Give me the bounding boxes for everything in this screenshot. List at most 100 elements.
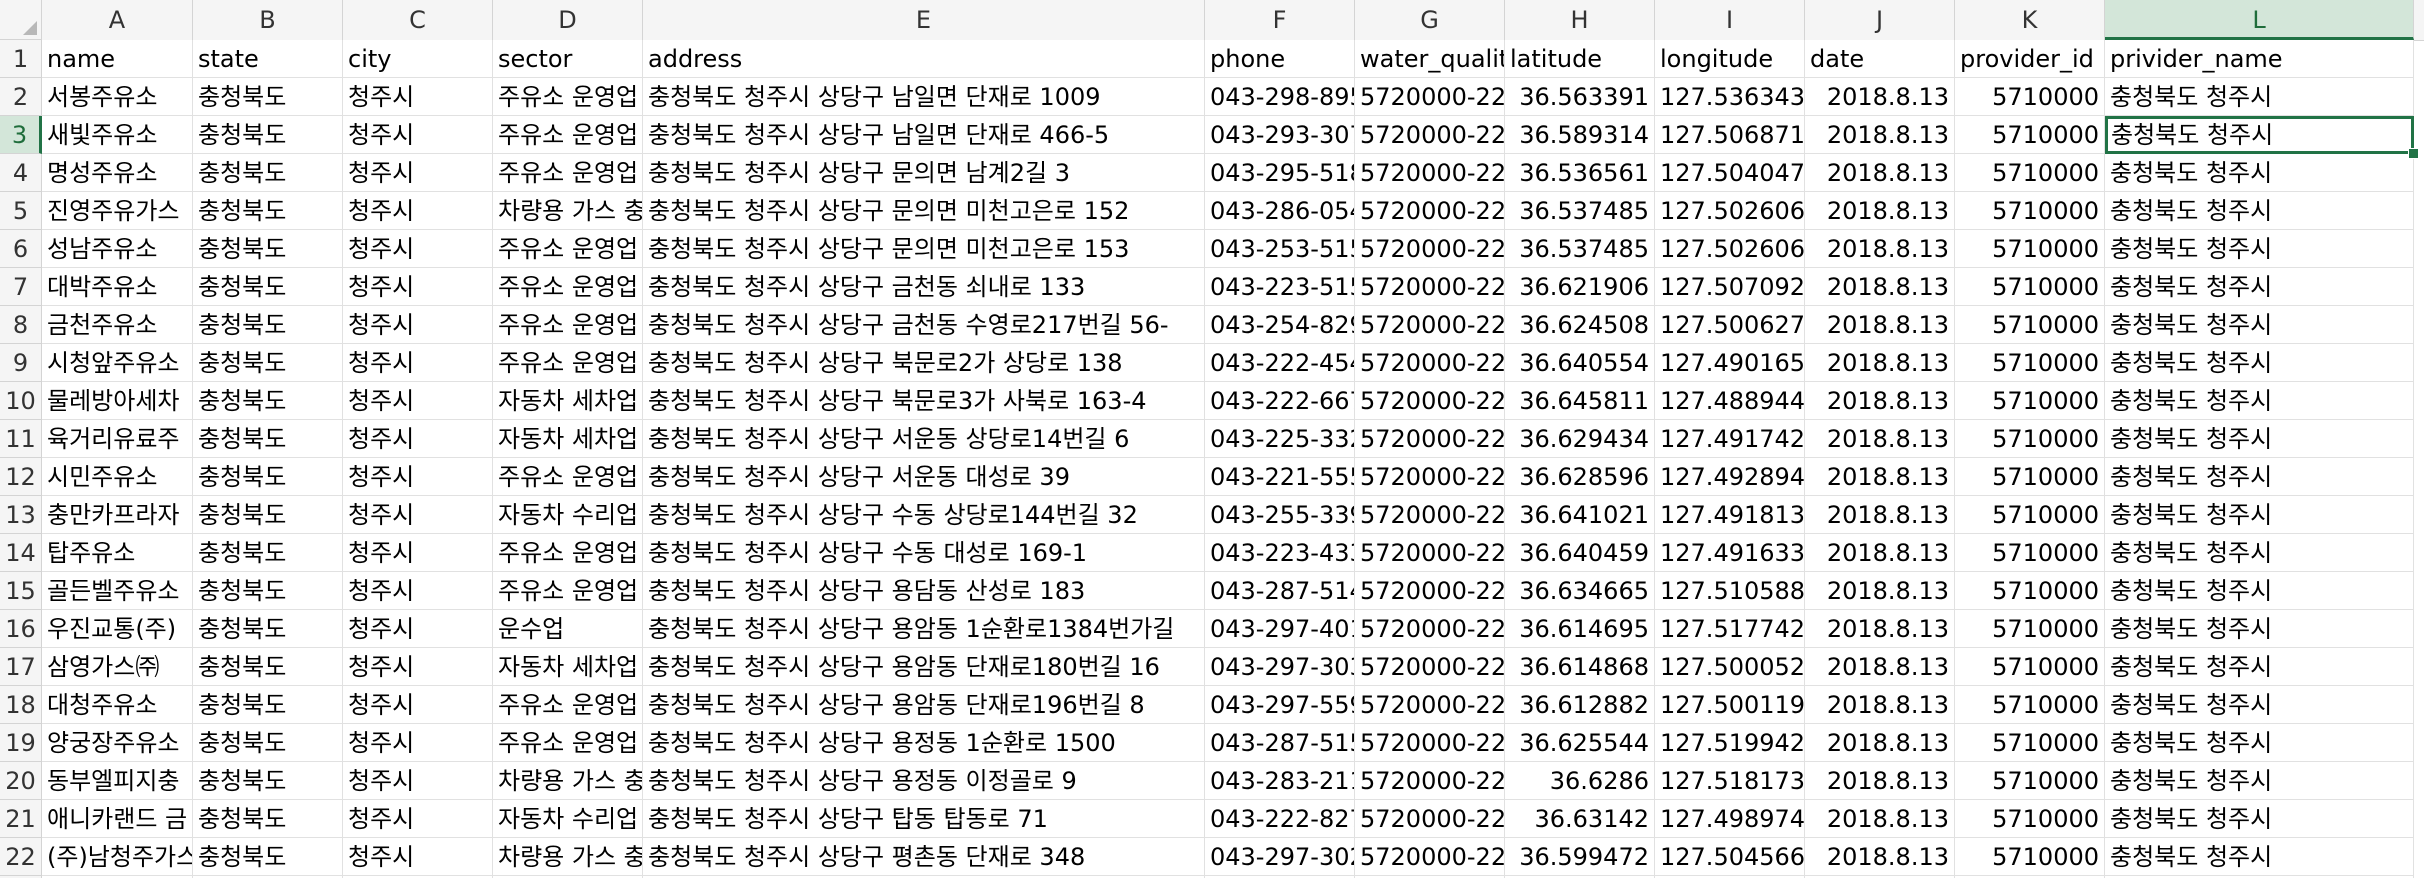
- cell-e17[interactable]: 충청북도 청주시 상당구 용암동 단재로180번길 16: [643, 648, 1205, 686]
- cell-f19[interactable]: 043-287-5151: [1205, 724, 1355, 762]
- cell-j14[interactable]: 2018.8.13: [1805, 534, 1955, 572]
- cell-g12[interactable]: 5720000-22-: [1355, 458, 1505, 496]
- cell-l19[interactable]: 충청북도 청주시: [2105, 724, 2414, 762]
- cell-d6[interactable]: 주유소 운영업: [493, 230, 643, 268]
- row-header-1[interactable]: 1: [0, 40, 42, 78]
- cell-b15[interactable]: 충청북도: [193, 572, 343, 610]
- cell-a13[interactable]: 충만카프라자: [42, 496, 193, 534]
- cell-e6[interactable]: 충청북도 청주시 상당구 문의면 미천고은로 153: [643, 230, 1205, 268]
- cell-b19[interactable]: 충청북도: [193, 724, 343, 762]
- cell-h1[interactable]: latitude: [1505, 40, 1655, 78]
- cell-h20[interactable]: 36.6286: [1505, 762, 1655, 800]
- cell-g14[interactable]: 5720000-22-: [1355, 534, 1505, 572]
- cell-d23[interactable]: 자동차 세차업: [493, 876, 643, 878]
- cell-f14[interactable]: 043-223-4333: [1205, 534, 1355, 572]
- cell-h15[interactable]: 36.634665: [1505, 572, 1655, 610]
- cell-e5[interactable]: 충청북도 청주시 상당구 문의면 미천고은로 152: [643, 192, 1205, 230]
- row-header-21[interactable]: 21: [0, 800, 42, 838]
- cell-g18[interactable]: 5720000-22-: [1355, 686, 1505, 724]
- cell-b2[interactable]: 충청북도: [193, 78, 343, 116]
- cell-d9[interactable]: 주유소 운영업: [493, 344, 643, 382]
- cell-k22[interactable]: 5710000: [1955, 838, 2105, 876]
- cell-e19[interactable]: 충청북도 청주시 상당구 용정동 1순환로 1500: [643, 724, 1205, 762]
- column-header-j[interactable]: J: [1805, 0, 1955, 40]
- cell-i14[interactable]: 127.491633: [1655, 534, 1805, 572]
- cell-f9[interactable]: 043-222-4545: [1205, 344, 1355, 382]
- cell-k19[interactable]: 5710000: [1955, 724, 2105, 762]
- cell-d16[interactable]: 운수업: [493, 610, 643, 648]
- row-header-2[interactable]: 2: [0, 78, 42, 116]
- cell-k15[interactable]: 5710000: [1955, 572, 2105, 610]
- cell-g9[interactable]: 5720000-22-: [1355, 344, 1505, 382]
- cell-c23[interactable]: 청주시: [343, 876, 493, 878]
- cell-j16[interactable]: 2018.8.13: [1805, 610, 1955, 648]
- cell-l11[interactable]: 충청북도 청주시: [2105, 420, 2414, 458]
- cell-a2[interactable]: 서봉주유소: [42, 78, 193, 116]
- cell-i16[interactable]: 127.517742: [1655, 610, 1805, 648]
- cell-a9[interactable]: 시청앞주유소: [42, 344, 193, 382]
- cell-g7[interactable]: 5720000-22-: [1355, 268, 1505, 306]
- cell-b14[interactable]: 충청북도: [193, 534, 343, 572]
- cell-c11[interactable]: 청주시: [343, 420, 493, 458]
- cell-c4[interactable]: 청주시: [343, 154, 493, 192]
- cell-c5[interactable]: 청주시: [343, 192, 493, 230]
- row-header-3[interactable]: 3: [0, 116, 42, 154]
- cell-d18[interactable]: 주유소 운영업: [493, 686, 643, 724]
- cell-e7[interactable]: 충청북도 청주시 상당구 금천동 쇠내로 133: [643, 268, 1205, 306]
- cell-f15[interactable]: 043-287-5145: [1205, 572, 1355, 610]
- cell-g22[interactable]: 5720000-22-: [1355, 838, 1505, 876]
- cell-h11[interactable]: 36.629434: [1505, 420, 1655, 458]
- cell-c17[interactable]: 청주시: [343, 648, 493, 686]
- cell-d5[interactable]: 차량용 가스 충전업: [493, 192, 643, 230]
- cell-l10[interactable]: 충청북도 청주시: [2105, 382, 2414, 420]
- row-header-6[interactable]: 6: [0, 230, 42, 268]
- row-header-11[interactable]: 11: [0, 420, 42, 458]
- row-header-10[interactable]: 10: [0, 382, 42, 420]
- cell-d13[interactable]: 자동차 수리업: [493, 496, 643, 534]
- cell-h16[interactable]: 36.614695: [1505, 610, 1655, 648]
- cell-a17[interactable]: 삼영가스㈜: [42, 648, 193, 686]
- cell-l5[interactable]: 충청북도 청주시: [2105, 192, 2414, 230]
- cell-l1[interactable]: privider_name: [2105, 40, 2414, 78]
- cell-a3[interactable]: 새빛주유소: [42, 116, 193, 154]
- column-header-e[interactable]: E: [643, 0, 1205, 40]
- cell-g2[interactable]: 5720000-22-: [1355, 78, 1505, 116]
- cell-i19[interactable]: 127.519942: [1655, 724, 1805, 762]
- cell-l7[interactable]: 충청북도 청주시: [2105, 268, 2414, 306]
- cell-g1[interactable]: water_quality: [1355, 40, 1505, 78]
- row-header-14[interactable]: 14: [0, 534, 42, 572]
- cell-f22[interactable]: 043-297-3021: [1205, 838, 1355, 876]
- row-header-7[interactable]: 7: [0, 268, 42, 306]
- cell-k12[interactable]: 5710000: [1955, 458, 2105, 496]
- cell-h3[interactable]: 36.589314: [1505, 116, 1655, 154]
- cell-e3[interactable]: 충청북도 청주시 상당구 남일면 단재로 466-5: [643, 116, 1205, 154]
- cell-f23[interactable]: 043-000-0000: [1205, 876, 1355, 878]
- cell-g13[interactable]: 5720000-22-: [1355, 496, 1505, 534]
- cell-l22[interactable]: 충청북도 청주시: [2105, 838, 2414, 876]
- cell-f3[interactable]: 043-293-3074: [1205, 116, 1355, 154]
- cell-i3[interactable]: 127.506871: [1655, 116, 1805, 154]
- cell-b4[interactable]: 충청북도: [193, 154, 343, 192]
- cell-e14[interactable]: 충청북도 청주시 상당구 수동 대성로 169-1: [643, 534, 1205, 572]
- cell-a7[interactable]: 대박주유소: [42, 268, 193, 306]
- cell-l17[interactable]: 충청북도 청주시: [2105, 648, 2414, 686]
- cell-g21[interactable]: 5720000-22-: [1355, 800, 1505, 838]
- cell-i12[interactable]: 127.492894: [1655, 458, 1805, 496]
- cell-e10[interactable]: 충청북도 청주시 상당구 북문로3가 사북로 163-4: [643, 382, 1205, 420]
- cell-d21[interactable]: 자동차 수리업: [493, 800, 643, 838]
- cell-k2[interactable]: 5710000: [1955, 78, 2105, 116]
- row-header-5[interactable]: 5: [0, 192, 42, 230]
- cell-b20[interactable]: 충청북도: [193, 762, 343, 800]
- row-header-8[interactable]: 8: [0, 306, 42, 344]
- cell-a6[interactable]: 성남주유소: [42, 230, 193, 268]
- cell-d19[interactable]: 주유소 운영업: [493, 724, 643, 762]
- cell-e1[interactable]: address: [643, 40, 1205, 78]
- cell-l3[interactable]: 충청북도 청주시: [2105, 116, 2414, 154]
- cell-k23[interactable]: 5710000: [1955, 876, 2105, 878]
- cell-c16[interactable]: 청주시: [343, 610, 493, 648]
- cell-l13[interactable]: 충청북도 청주시: [2105, 496, 2414, 534]
- row-header-13[interactable]: 13: [0, 496, 42, 534]
- cell-a5[interactable]: 진영주유가스: [42, 192, 193, 230]
- cell-k20[interactable]: 5710000: [1955, 762, 2105, 800]
- row-header-23[interactable]: 23: [0, 876, 42, 878]
